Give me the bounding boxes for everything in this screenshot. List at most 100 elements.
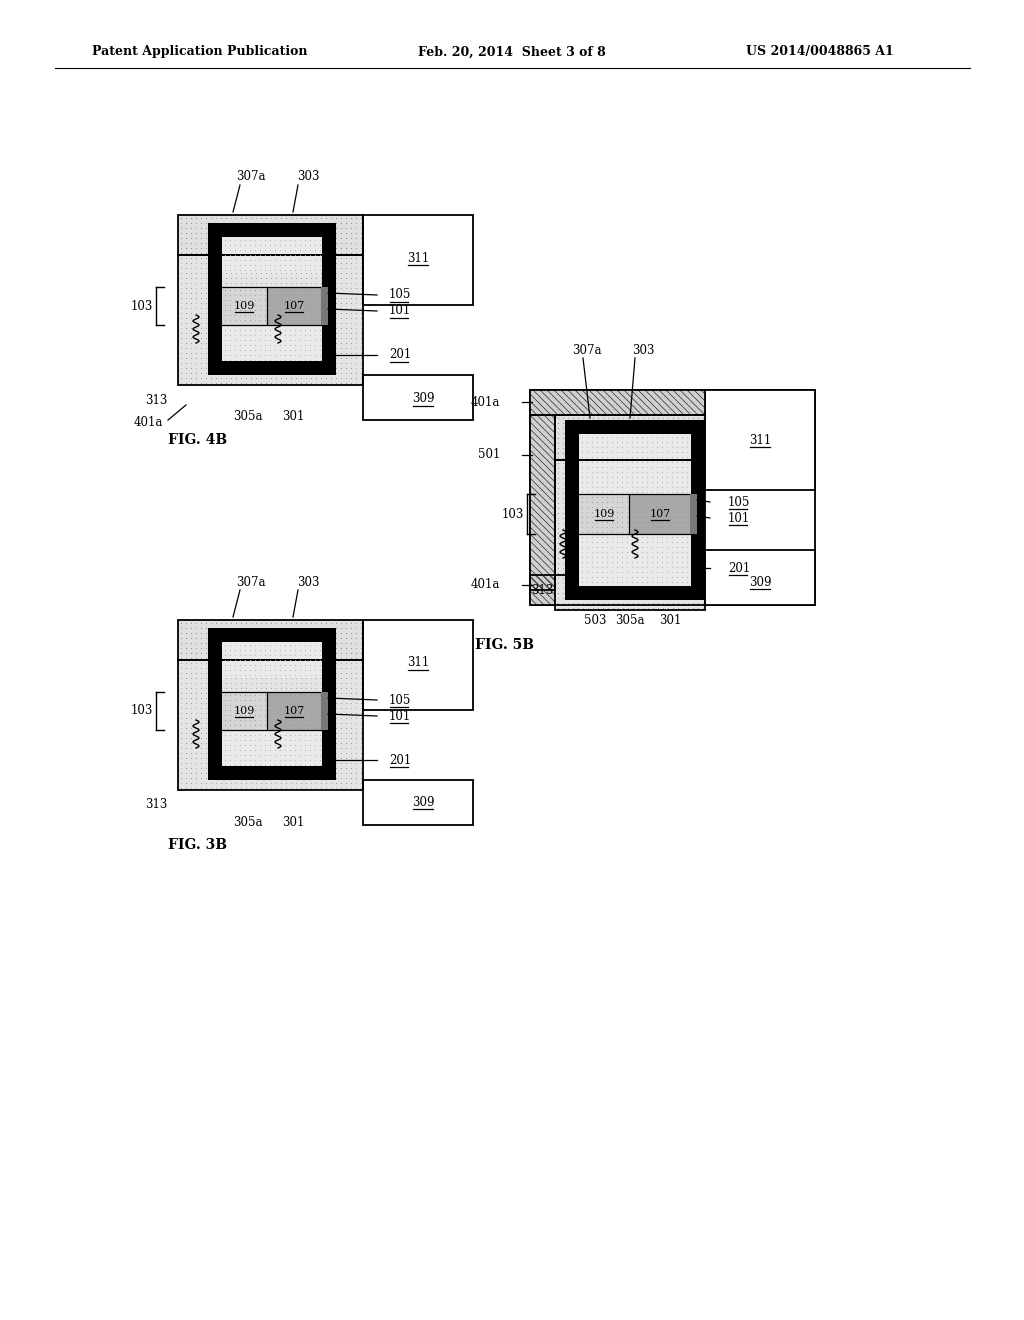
Bar xyxy=(222,727,322,780)
Text: 109: 109 xyxy=(593,510,614,519)
Bar xyxy=(222,322,322,375)
Text: 105: 105 xyxy=(728,495,751,508)
Bar xyxy=(178,620,362,660)
Bar xyxy=(530,389,705,414)
Bar xyxy=(178,255,362,385)
Text: 501: 501 xyxy=(477,449,500,462)
Bar xyxy=(208,360,336,375)
Bar xyxy=(362,780,473,825)
Text: 301: 301 xyxy=(282,816,304,829)
Text: 101: 101 xyxy=(389,305,412,318)
Text: 201: 201 xyxy=(389,348,412,362)
Bar xyxy=(178,660,362,789)
Text: 305a: 305a xyxy=(615,614,645,627)
Text: 503: 503 xyxy=(584,614,606,627)
Text: 303: 303 xyxy=(297,576,319,589)
Text: Patent Application Publication: Patent Application Publication xyxy=(92,45,308,58)
Bar xyxy=(705,389,815,490)
Bar xyxy=(530,389,815,605)
Text: 303: 303 xyxy=(297,170,319,183)
Bar xyxy=(178,620,362,660)
Bar xyxy=(530,576,705,605)
Bar xyxy=(691,420,705,586)
Bar xyxy=(579,529,691,601)
Bar xyxy=(530,576,705,605)
Bar xyxy=(222,238,322,273)
Text: FIG. 3B: FIG. 3B xyxy=(168,838,227,851)
Bar xyxy=(208,766,336,780)
Text: 309: 309 xyxy=(749,576,771,589)
Bar xyxy=(321,692,328,730)
Bar xyxy=(705,550,815,605)
Bar xyxy=(321,286,328,325)
Bar xyxy=(322,628,336,766)
Text: 305a: 305a xyxy=(233,816,263,829)
Bar xyxy=(362,215,473,305)
Text: 301: 301 xyxy=(658,614,681,627)
Bar xyxy=(579,434,691,494)
Text: Feb. 20, 2014  Sheet 3 of 8: Feb. 20, 2014 Sheet 3 of 8 xyxy=(418,45,606,58)
Text: 101: 101 xyxy=(728,511,751,524)
Bar xyxy=(362,620,473,710)
Bar xyxy=(222,286,322,325)
Bar xyxy=(555,414,705,459)
Text: 103: 103 xyxy=(131,705,154,718)
Bar xyxy=(208,223,222,360)
Text: 303: 303 xyxy=(632,343,654,356)
Text: 201: 201 xyxy=(389,754,412,767)
Text: 307a: 307a xyxy=(237,170,266,183)
Bar xyxy=(362,375,473,420)
Bar xyxy=(565,420,705,434)
Text: 401a: 401a xyxy=(471,396,500,408)
Text: 305a: 305a xyxy=(233,411,263,424)
Text: 201: 201 xyxy=(728,561,751,574)
Text: 309: 309 xyxy=(412,796,434,808)
Bar xyxy=(178,660,362,789)
Text: 307a: 307a xyxy=(572,343,602,356)
Bar xyxy=(208,628,222,766)
Bar xyxy=(565,586,705,601)
Text: 105: 105 xyxy=(389,289,412,301)
Text: 307a: 307a xyxy=(237,576,266,589)
Text: 311: 311 xyxy=(749,433,771,446)
Bar xyxy=(565,420,579,586)
Bar xyxy=(555,459,705,610)
Text: 313: 313 xyxy=(530,583,553,597)
Bar xyxy=(530,389,705,414)
Bar xyxy=(690,494,697,535)
Text: 301: 301 xyxy=(282,411,304,424)
Bar xyxy=(267,286,322,325)
Bar xyxy=(555,414,705,459)
Text: 101: 101 xyxy=(389,710,412,722)
Bar xyxy=(178,215,362,255)
Text: 103: 103 xyxy=(131,300,154,313)
Text: 401a: 401a xyxy=(133,417,163,429)
Text: 401a: 401a xyxy=(471,578,500,591)
Text: FIG. 5B: FIG. 5B xyxy=(475,638,534,652)
Bar xyxy=(222,642,322,678)
Bar xyxy=(555,459,705,610)
Text: 313: 313 xyxy=(144,393,167,407)
Text: 109: 109 xyxy=(233,706,255,715)
Text: 107: 107 xyxy=(284,301,304,312)
Text: 311: 311 xyxy=(407,656,429,669)
Text: 109: 109 xyxy=(233,301,255,312)
Bar xyxy=(579,494,691,535)
Bar xyxy=(178,255,362,385)
Bar xyxy=(629,494,691,535)
Bar xyxy=(530,414,555,590)
Text: FIG. 4B: FIG. 4B xyxy=(168,433,227,447)
Bar xyxy=(208,223,336,238)
Text: US 2014/0048865 A1: US 2014/0048865 A1 xyxy=(746,45,894,58)
Text: 107: 107 xyxy=(649,510,671,519)
Text: 313: 313 xyxy=(144,799,167,812)
Text: 105: 105 xyxy=(389,693,412,706)
Text: 309: 309 xyxy=(412,392,434,405)
Bar xyxy=(222,692,322,730)
Bar xyxy=(530,414,555,590)
Bar xyxy=(267,692,322,730)
Text: 107: 107 xyxy=(284,706,304,715)
Text: 311: 311 xyxy=(407,252,429,264)
Bar xyxy=(178,215,362,255)
Bar xyxy=(208,628,336,642)
